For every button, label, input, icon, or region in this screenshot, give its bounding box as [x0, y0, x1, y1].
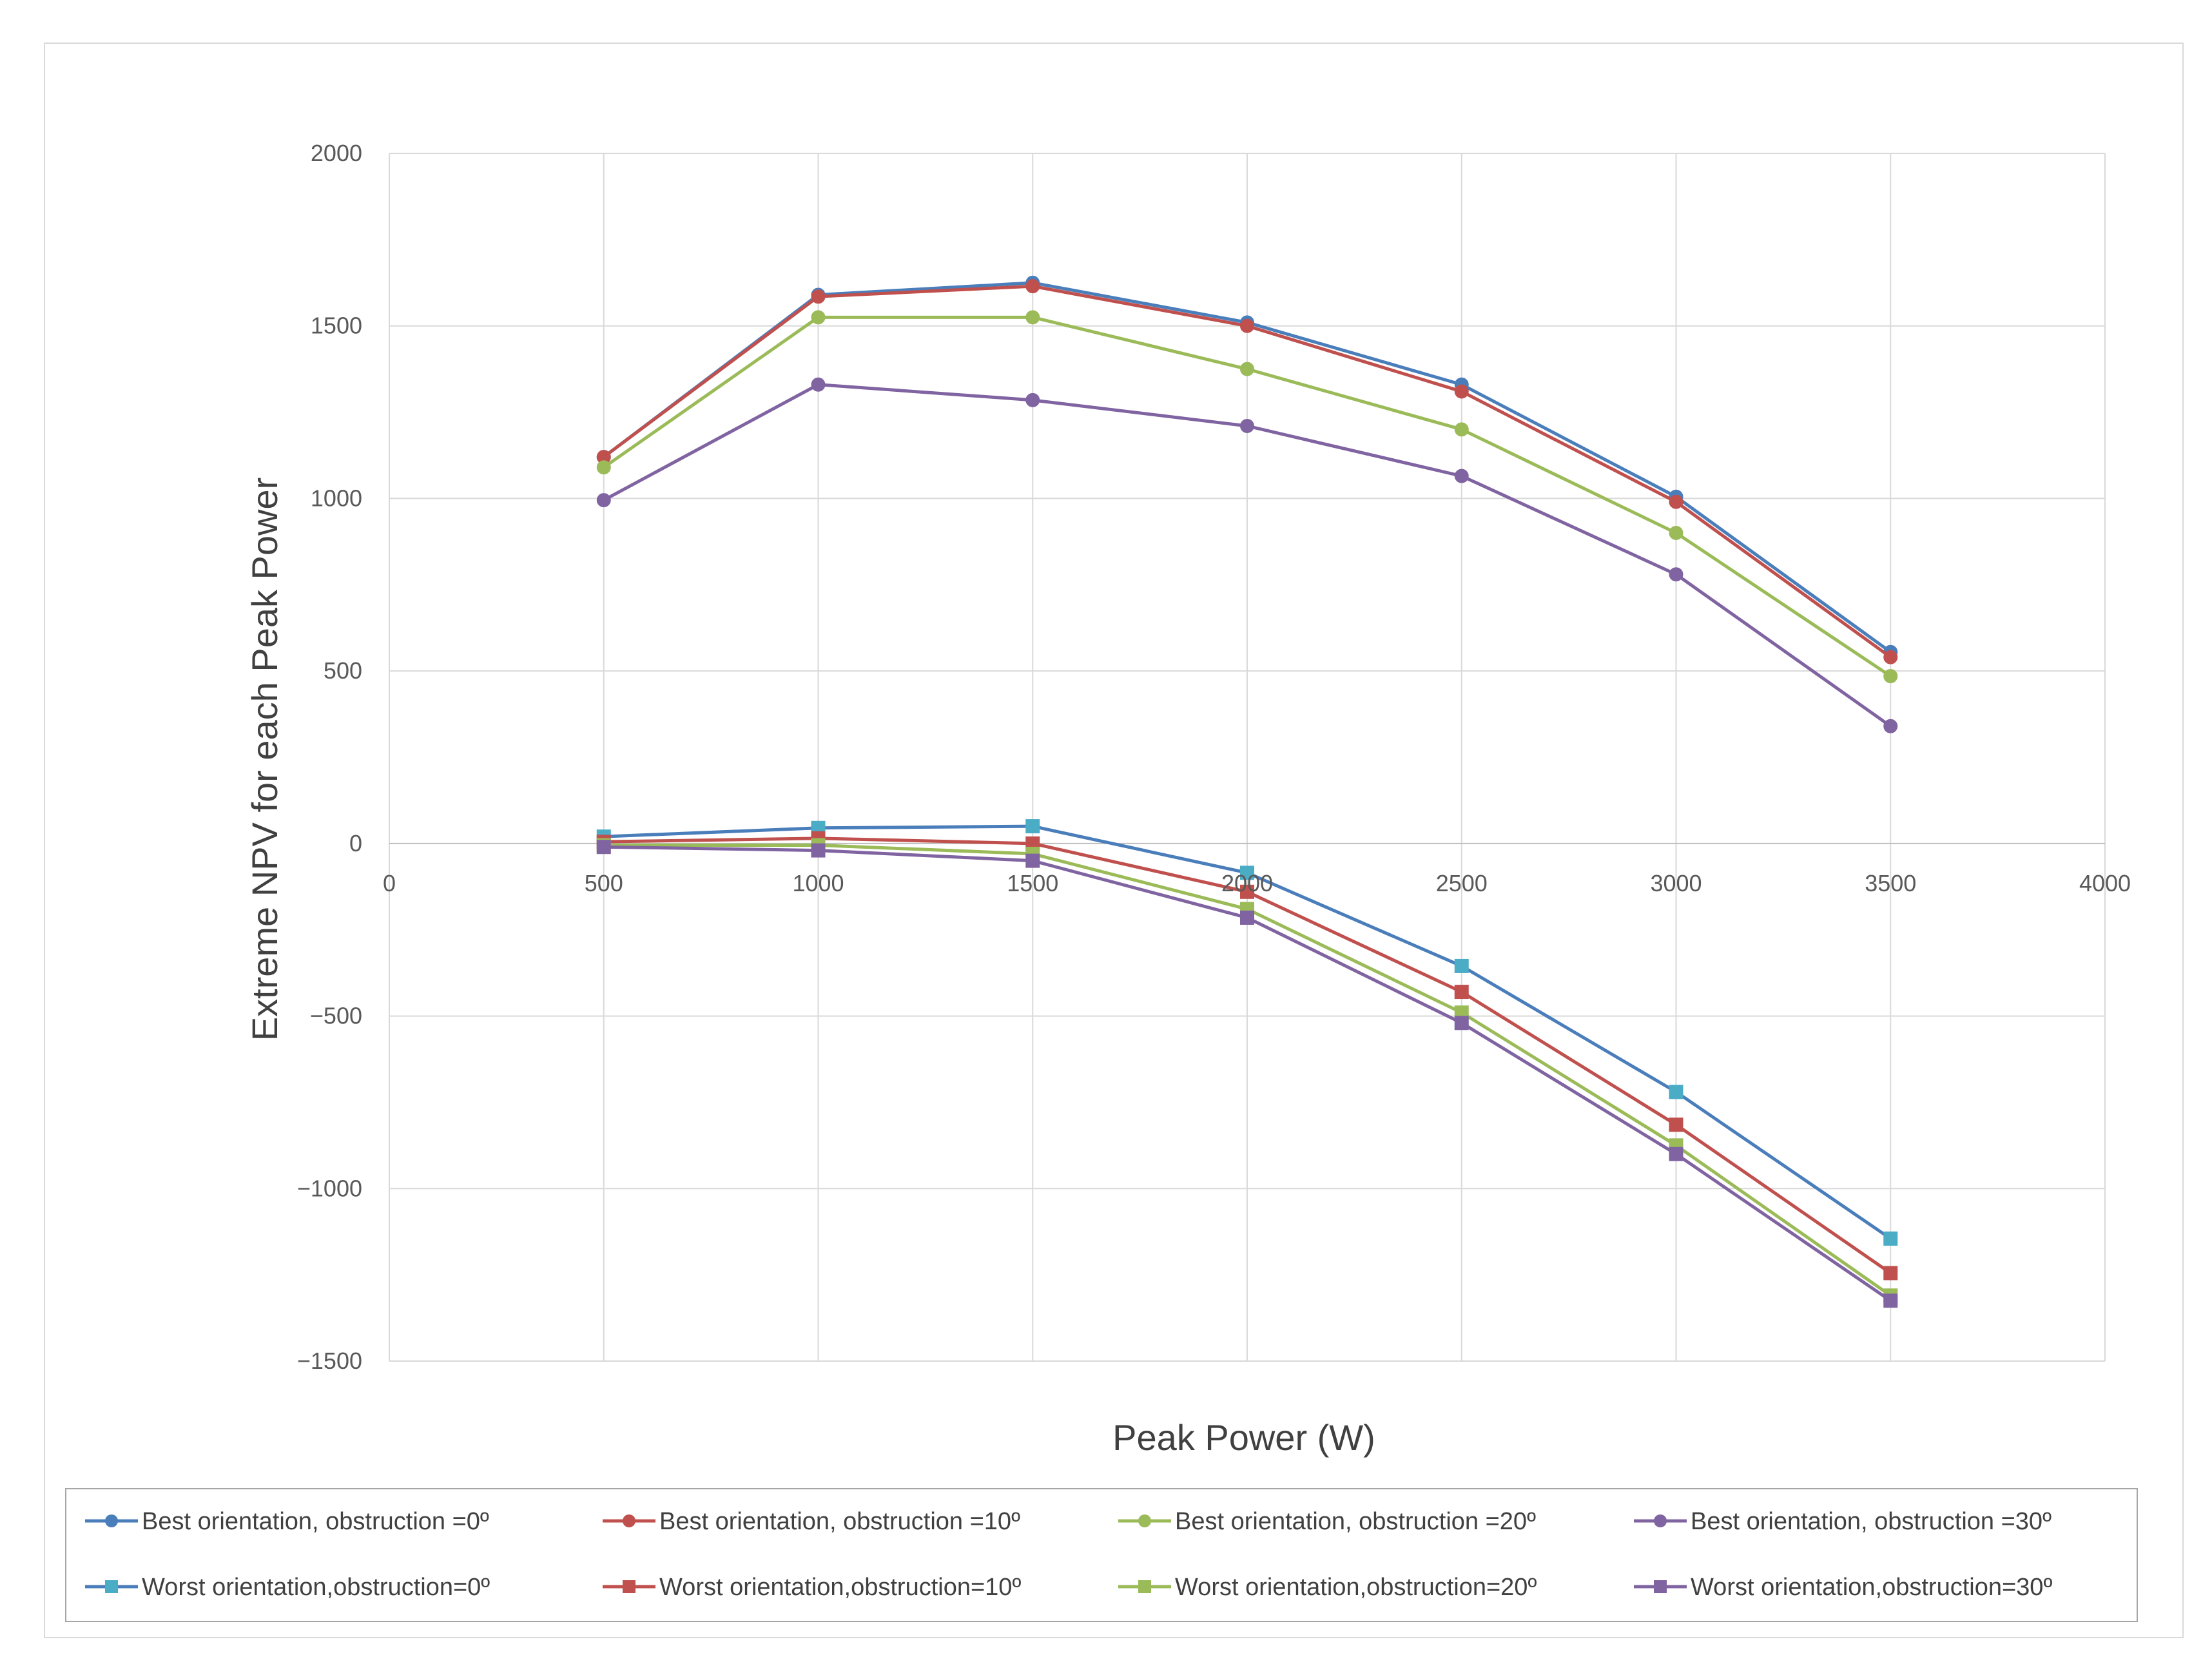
chart-frame — [44, 43, 2184, 1638]
legend-marker — [105, 1580, 118, 1593]
grid — [389, 153, 2106, 1362]
legend-item: Best orientation, obstruction =20º — [1118, 1508, 1536, 1535]
y-axis-title: Extreme NPV for each Peak Power — [244, 478, 285, 1041]
series-8 — [596, 840, 1898, 1308]
data-point — [596, 493, 611, 508]
data-point — [596, 460, 611, 475]
x-tick-label: 3500 — [1865, 870, 1916, 896]
data-point — [1025, 392, 1040, 407]
data-point — [811, 310, 826, 325]
y-tick-label: 1000 — [311, 485, 362, 511]
y-tick-label: −1000 — [297, 1175, 362, 1201]
y-tick-label: 1500 — [311, 313, 362, 339]
y-tick-label: 2000 — [311, 140, 362, 166]
data-point — [1669, 494, 1683, 509]
x-tick-label: 1500 — [1007, 870, 1058, 896]
x-tick-label: 4000 — [2079, 870, 2131, 896]
legend-label: Best orientation, obstruction =30º — [1691, 1508, 2052, 1535]
data-point — [1454, 1016, 1469, 1030]
data-point — [811, 843, 826, 858]
data-point — [811, 377, 826, 392]
series-2 — [596, 279, 1898, 664]
series-lines — [596, 275, 1898, 1308]
legend-label: Best orientation, obstruction =20º — [1175, 1508, 1536, 1535]
data-point — [1669, 1085, 1683, 1099]
data-point — [1669, 1117, 1683, 1132]
legend-marker — [105, 1514, 118, 1527]
y-tick-labels: 2000 1500 1000 500 0 −500 −1000 −1500 — [297, 140, 362, 1374]
data-point — [1454, 985, 1469, 1000]
data-point — [1240, 884, 1254, 899]
legend-item: Worst orientation,obstruction=20º — [1118, 1574, 1537, 1601]
legend-label: Worst orientation,obstruction=30º — [1691, 1574, 2052, 1601]
data-point — [1240, 318, 1254, 333]
legend-label: Worst orientation,obstruction=0º — [142, 1574, 490, 1601]
legend-item: Best orientation, obstruction =10º — [603, 1508, 1020, 1535]
legend-marker — [1138, 1514, 1151, 1527]
legend-label: Best orientation, obstruction =10º — [659, 1508, 1020, 1535]
legend-label: Worst orientation,obstruction=20º — [1175, 1574, 1537, 1601]
legend-label: Worst orientation,obstruction=10º — [659, 1574, 1021, 1601]
legend: Best orientation, obstruction =0º Best or… — [85, 1508, 2052, 1601]
data-point — [1454, 469, 1469, 483]
data-point — [1025, 819, 1040, 834]
legend-marker — [1654, 1580, 1667, 1593]
data-point — [1025, 853, 1040, 868]
data-point — [1240, 866, 1254, 880]
x-axis-title: Peak Power (W) — [1112, 1417, 1375, 1458]
data-point — [1025, 279, 1040, 294]
y-tick-label: −500 — [310, 1003, 362, 1029]
legend-label: Best orientation, obstruction =0º — [142, 1508, 489, 1535]
data-point — [1454, 422, 1469, 437]
x-tick-label: 1000 — [792, 870, 844, 896]
x-tick-label: 3000 — [1650, 870, 1702, 896]
series-3 — [596, 310, 1898, 684]
data-point — [1883, 1293, 1898, 1308]
x-tick-label: 0 — [383, 870, 396, 896]
data-point — [1669, 567, 1683, 582]
legend-box — [65, 1488, 2138, 1622]
y-tick-label: 0 — [349, 830, 362, 856]
y-tick-label: −1500 — [297, 1348, 362, 1374]
data-point — [1454, 384, 1469, 399]
legend-item: Best orientation, obstruction =0º — [85, 1508, 489, 1535]
data-point — [1454, 958, 1469, 973]
data-point — [596, 840, 611, 855]
data-point — [1883, 1231, 1898, 1246]
series-4 — [596, 377, 1898, 733]
data-point — [1669, 1146, 1683, 1161]
data-point — [1883, 1266, 1898, 1281]
x-tick-labels: 0 500 1000 1500 2000 2500 3000 3500 4000 — [383, 870, 2131, 896]
data-point — [1669, 525, 1683, 540]
y-tick-label: 500 — [324, 657, 362, 684]
legend-item: Worst orientation,obstruction=10º — [603, 1574, 1021, 1601]
legend-item: Worst orientation,obstruction=0º — [85, 1574, 490, 1601]
x-tick-label: 2000 — [1221, 870, 1273, 896]
data-point — [1883, 650, 1898, 664]
data-point — [1240, 362, 1254, 376]
data-point — [1883, 669, 1898, 684]
data-point — [1025, 310, 1040, 325]
x-tick-label: 500 — [585, 870, 623, 896]
data-point — [1883, 719, 1898, 733]
series-5 — [596, 819, 1898, 1246]
legend-item: Worst orientation,obstruction=30º — [1634, 1574, 2052, 1601]
legend-marker — [623, 1580, 635, 1593]
data-point — [1240, 418, 1254, 433]
legend-marker — [623, 1514, 635, 1527]
legend-marker — [1654, 1514, 1667, 1527]
data-point — [811, 289, 826, 304]
data-point — [1240, 910, 1254, 925]
x-tick-label: 2500 — [1436, 870, 1488, 896]
legend-marker — [1138, 1580, 1151, 1593]
legend-item: Best orientation, obstruction =30º — [1634, 1508, 2052, 1535]
